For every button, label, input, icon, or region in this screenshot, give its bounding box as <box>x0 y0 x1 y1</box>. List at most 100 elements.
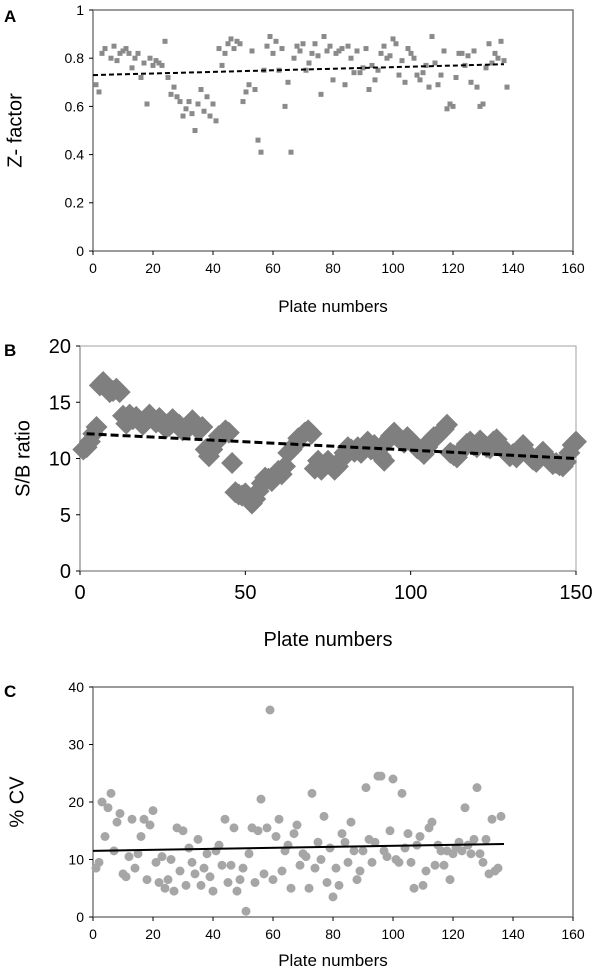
data-point <box>231 46 237 52</box>
data-point <box>418 880 428 890</box>
data-point <box>237 41 243 47</box>
data-point <box>262 823 272 833</box>
y-tick-label: 0.2 <box>65 195 85 211</box>
data-point <box>252 87 258 93</box>
x-tick-label: 50 <box>234 582 256 604</box>
data-point <box>225 41 231 47</box>
data-point <box>246 82 252 88</box>
data-point <box>310 863 320 873</box>
y-tick-label: 10 <box>68 851 84 867</box>
x-tick-label: 160 <box>561 260 585 276</box>
data-point <box>178 826 188 836</box>
data-point <box>120 48 126 54</box>
data-point <box>309 50 315 56</box>
data-point <box>204 94 210 100</box>
x-tick-label: 0 <box>89 260 97 276</box>
x-tick-label: 140 <box>501 926 525 942</box>
x-tick-label: 140 <box>501 260 525 276</box>
data-point <box>429 34 435 40</box>
data-point <box>487 814 497 824</box>
data-point <box>198 87 204 93</box>
data-point <box>321 34 327 40</box>
y-tick-label: 30 <box>68 736 84 752</box>
x-tick-label: 20 <box>145 260 161 276</box>
data-point <box>184 843 194 853</box>
data-point <box>196 880 206 890</box>
data-point <box>174 94 180 100</box>
data-point <box>265 705 275 715</box>
data-point <box>331 863 341 873</box>
data-point <box>221 452 244 474</box>
data-point <box>328 892 338 902</box>
data-point <box>217 860 227 870</box>
data-point <box>361 783 371 793</box>
data-point <box>360 65 366 71</box>
data-point <box>411 55 417 61</box>
data-point <box>238 863 248 873</box>
data-point <box>191 416 214 438</box>
data-point <box>439 860 449 870</box>
x-tick-label: 60 <box>265 926 281 942</box>
data-point <box>367 857 377 867</box>
y-tick-label: 1 <box>76 2 84 18</box>
data-point <box>150 62 156 68</box>
data-point <box>406 857 416 867</box>
data-point <box>481 834 491 844</box>
data-point <box>244 849 254 859</box>
data-point <box>253 826 263 836</box>
data-point <box>285 79 291 85</box>
data-point <box>384 55 390 61</box>
data-point <box>277 866 287 876</box>
plot-frame <box>92 9 574 252</box>
data-point <box>486 41 492 47</box>
data-point <box>286 883 296 893</box>
data-point <box>369 62 375 68</box>
data-point <box>450 103 456 109</box>
data-point <box>373 449 396 472</box>
data-point <box>319 811 329 821</box>
data-point <box>166 855 176 864</box>
data-point <box>223 878 233 887</box>
data-point <box>139 814 149 824</box>
data-point <box>201 108 207 114</box>
data-point <box>366 87 372 93</box>
data-point <box>157 852 167 862</box>
data-point <box>180 113 186 119</box>
data-point <box>306 60 312 66</box>
data-point <box>345 43 351 49</box>
data-point <box>378 50 384 56</box>
data-point <box>357 70 363 76</box>
data-point <box>417 77 423 83</box>
data-point <box>498 38 504 44</box>
data-point <box>163 875 173 885</box>
data-point <box>94 857 104 867</box>
data-point <box>402 79 408 85</box>
x-axis-title: Plate numbers <box>278 297 388 316</box>
data-point <box>394 857 404 867</box>
data-point <box>363 46 369 52</box>
data-point <box>97 797 107 807</box>
data-point <box>468 79 474 85</box>
x-tick-label: 0 <box>74 582 85 604</box>
y-axis-title: S/B ratio <box>12 420 34 497</box>
data-point <box>459 50 465 56</box>
data-point <box>165 74 171 80</box>
data-point <box>249 48 255 54</box>
data-point <box>432 60 438 66</box>
y-tick-label: 5 <box>60 505 71 527</box>
x-tick-label: 40 <box>205 926 221 942</box>
data-point <box>339 46 345 52</box>
data-point <box>291 55 297 61</box>
y-tick-label: 15 <box>49 392 71 414</box>
data-point <box>205 872 215 882</box>
data-point <box>294 43 300 49</box>
data-point <box>334 880 344 890</box>
data-point <box>342 82 348 88</box>
data-point <box>282 103 288 109</box>
data-point <box>217 421 240 444</box>
data-point <box>273 38 279 44</box>
data-point <box>156 60 162 66</box>
panel-b: B 0 5 10 15 20 0 50 100 150 S/B ratio Plate numbers <box>4 336 593 651</box>
y-tick-label: 20 <box>68 794 84 810</box>
